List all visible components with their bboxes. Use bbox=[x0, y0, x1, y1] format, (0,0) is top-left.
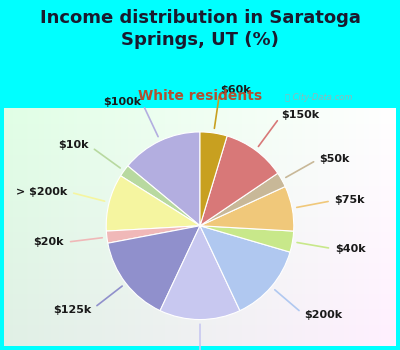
Wedge shape bbox=[200, 136, 278, 226]
Text: White residents: White residents bbox=[138, 89, 262, 103]
Wedge shape bbox=[200, 173, 285, 226]
Wedge shape bbox=[121, 166, 200, 226]
Text: $50k: $50k bbox=[319, 154, 350, 163]
Text: Income distribution in Saratoga
Springs, UT (%): Income distribution in Saratoga Springs,… bbox=[40, 9, 360, 49]
Text: $150k: $150k bbox=[281, 111, 319, 120]
Wedge shape bbox=[106, 176, 200, 231]
Text: $20k: $20k bbox=[34, 237, 64, 247]
Wedge shape bbox=[128, 132, 200, 226]
Wedge shape bbox=[106, 226, 200, 243]
Text: $100k: $100k bbox=[104, 97, 142, 107]
Wedge shape bbox=[200, 226, 294, 252]
Text: $40k: $40k bbox=[335, 244, 366, 254]
Text: $10k: $10k bbox=[58, 140, 89, 150]
Wedge shape bbox=[200, 132, 227, 226]
Text: ⓘ City-Data.com: ⓘ City-Data.com bbox=[284, 92, 352, 102]
Text: $200k: $200k bbox=[304, 310, 342, 320]
Wedge shape bbox=[160, 226, 240, 320]
Text: > $200k: > $200k bbox=[16, 187, 67, 197]
Text: $60k: $60k bbox=[220, 85, 251, 95]
Wedge shape bbox=[108, 226, 200, 311]
Text: $75k: $75k bbox=[334, 195, 365, 205]
Wedge shape bbox=[200, 187, 294, 231]
Wedge shape bbox=[200, 226, 290, 311]
Text: $125k: $125k bbox=[54, 304, 92, 315]
